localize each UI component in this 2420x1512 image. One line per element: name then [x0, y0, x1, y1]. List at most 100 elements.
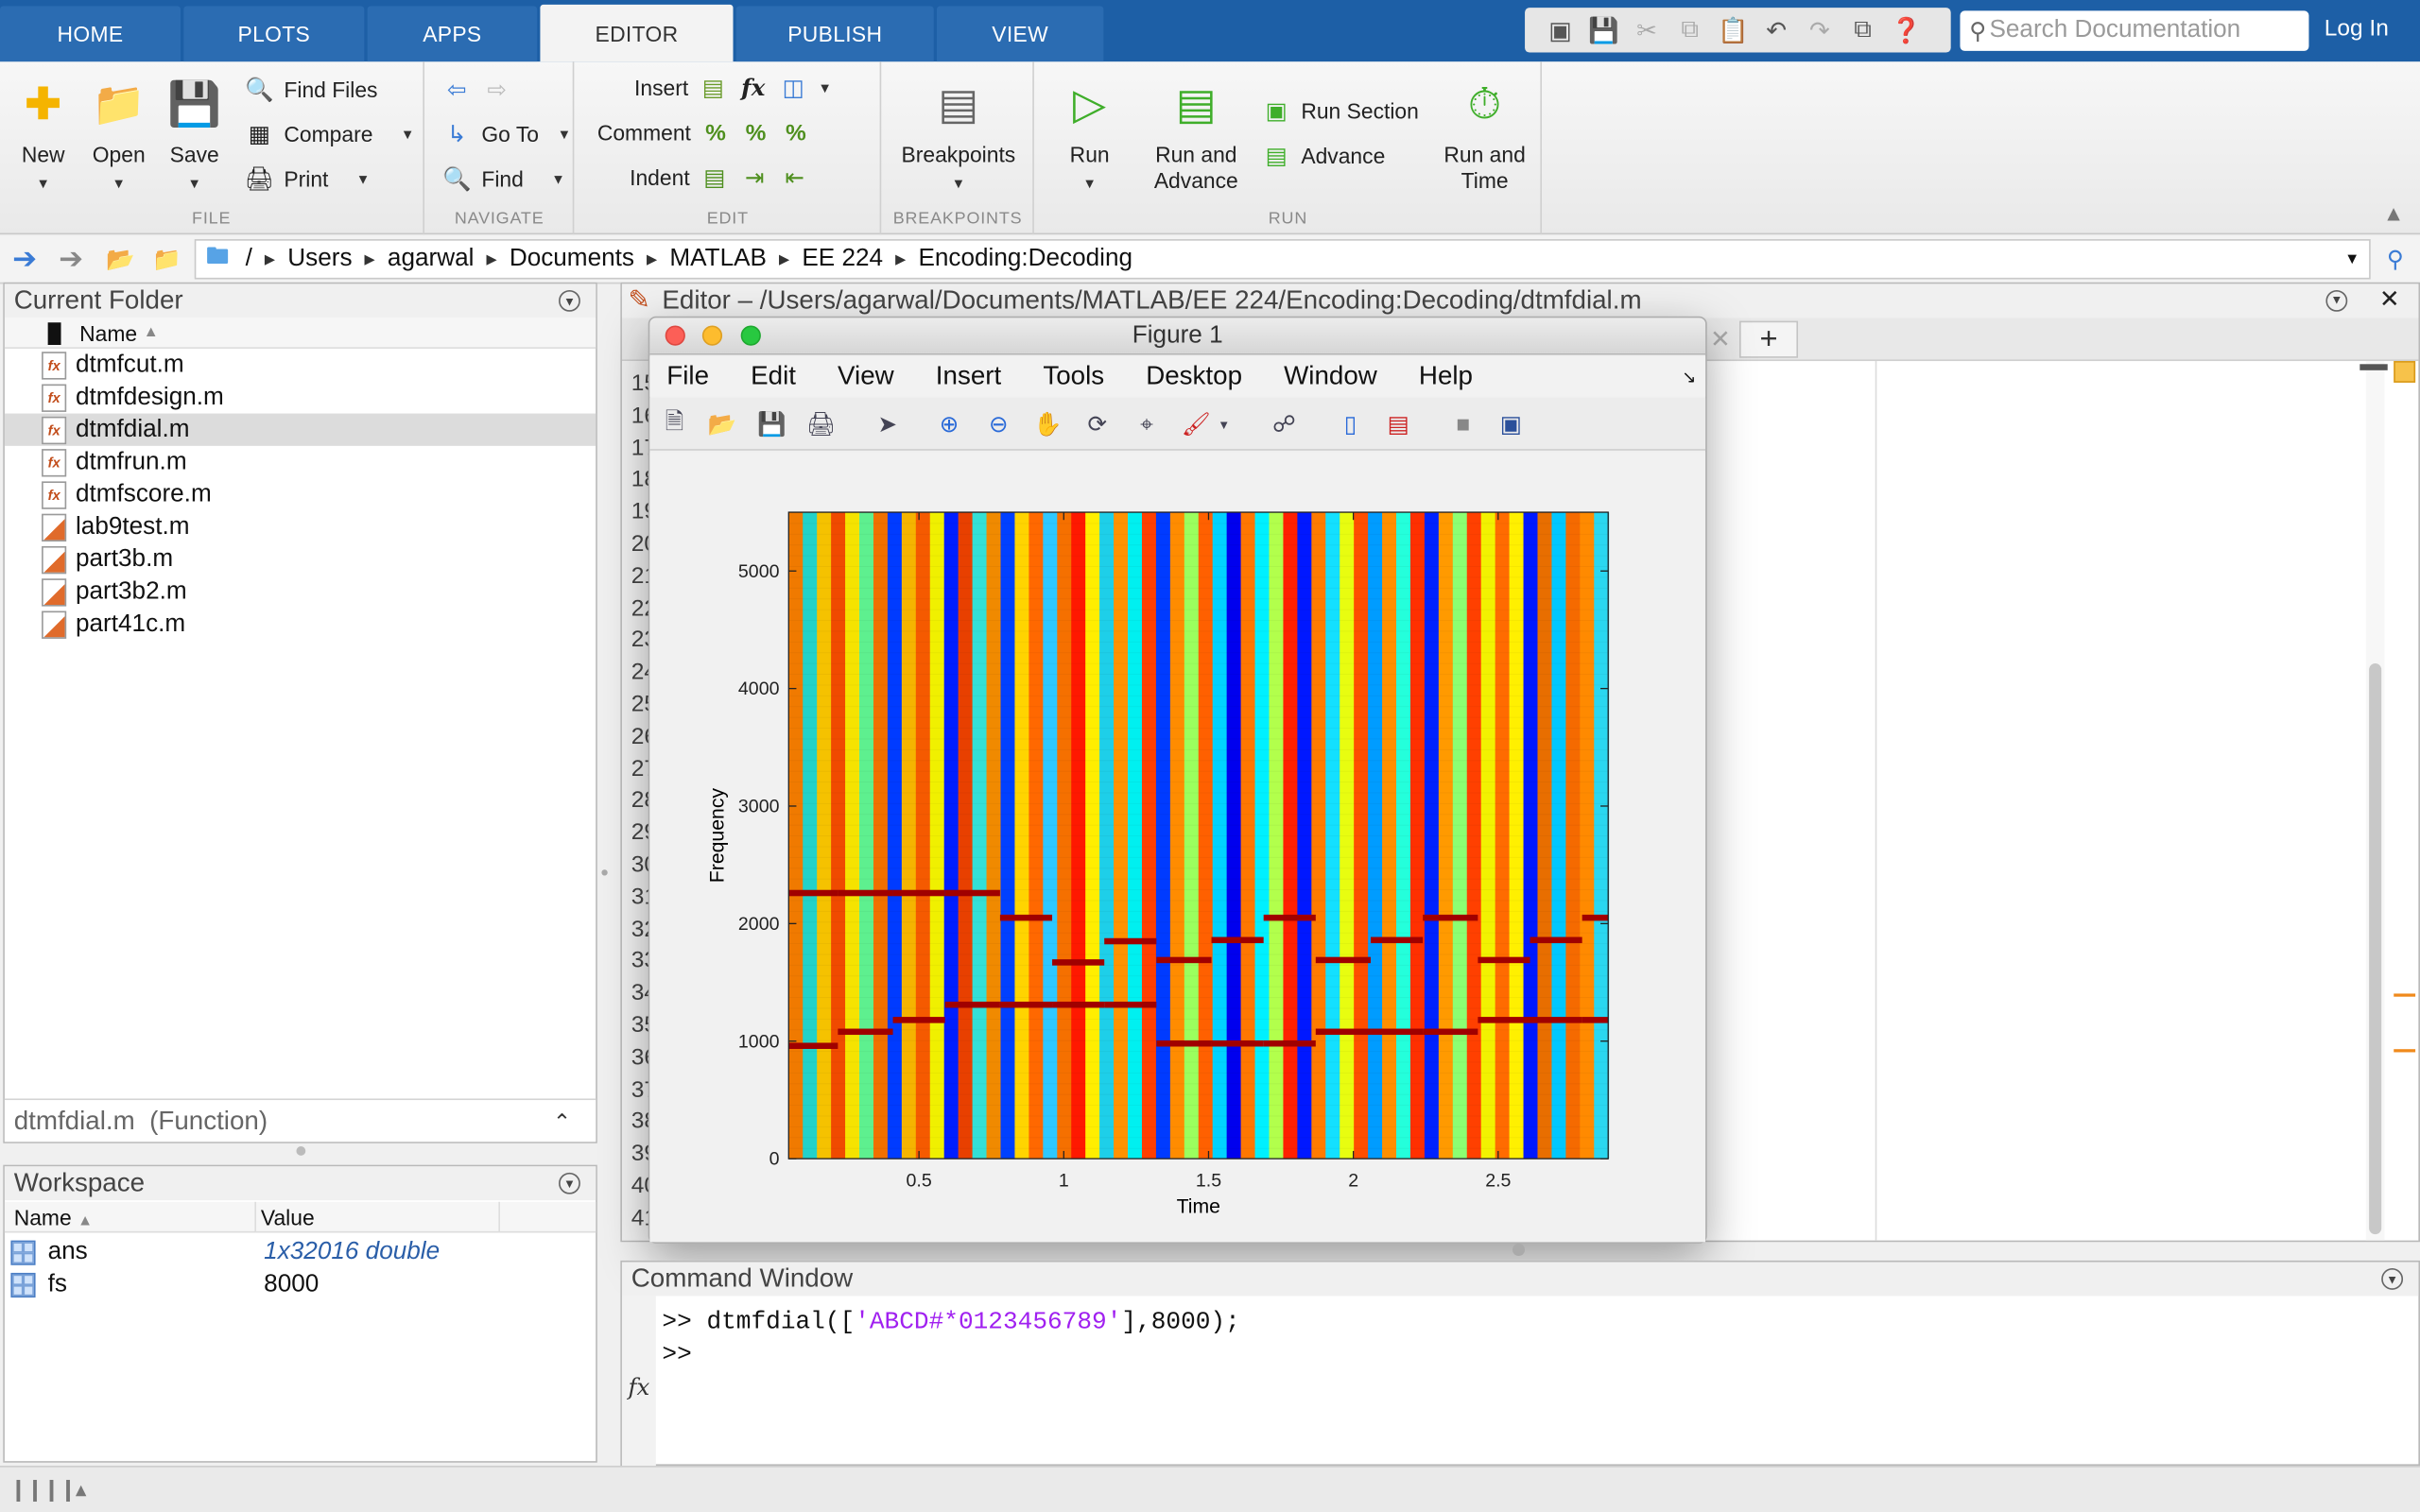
warning-marker[interactable] — [2394, 993, 2416, 997]
minimize-window-button[interactable] — [701, 325, 723, 346]
splitter-handle[interactable] — [1512, 1243, 1526, 1256]
workspace-variable-row[interactable]: fs 8000 — [10, 1268, 596, 1300]
comment-icon[interactable]: % — [705, 119, 726, 146]
insert-function-icon[interactable]: fx — [741, 74, 766, 102]
command-input-line[interactable]: >> — [662, 1341, 691, 1368]
breadcrumb-item[interactable]: Users — [287, 245, 353, 272]
file-list-item[interactable]: fx dtmfdial.m — [4, 413, 596, 446]
up-one-level-icon[interactable]: 📂 — [106, 247, 135, 273]
line-number[interactable]: 27 — [631, 755, 653, 782]
zoom-out-icon[interactable]: ⊖ — [989, 411, 1009, 438]
file-list-item[interactable]: fx dtmfcut.m — [5, 349, 596, 381]
figure-title-bar[interactable]: Figure 1 — [649, 318, 1706, 355]
menu-desktop[interactable]: Desktop — [1146, 361, 1243, 391]
new-tab-button[interactable]: + — [1738, 320, 1799, 358]
zoom-window-button[interactable] — [740, 325, 761, 346]
menu-window[interactable]: Window — [1284, 361, 1377, 391]
history-dropdown-icon[interactable]: ▼ — [2344, 250, 2360, 268]
advance-button[interactable]: ▤ Advance — [1261, 139, 1386, 173]
file-list-item[interactable]: part41c.m — [5, 608, 596, 640]
line-number[interactable]: 18 — [631, 466, 653, 493]
workspace-variable-row[interactable]: ans 1x32016 double — [10, 1236, 596, 1268]
search-documentation-input[interactable]: ⚲ Search Documentation — [1960, 10, 2309, 51]
status-grip-icon[interactable]: ❙❙❙❙▴ — [9, 1476, 87, 1502]
column-header[interactable]: █ Name ▲ — [4, 318, 596, 349]
file-list-item[interactable]: fx dtmfdesign.m — [5, 381, 596, 413]
open-button[interactable]: 📁 Open ▼ — [85, 77, 153, 198]
name-column-header[interactable]: Name ▲ — [14, 1205, 94, 1229]
new-button[interactable]: ✚ New ▼ — [9, 77, 78, 198]
breadcrumb-separator-icon[interactable]: ▶ — [486, 250, 497, 266]
tab-view[interactable]: VIEW — [937, 6, 1104, 62]
line-number[interactable]: 30 — [631, 851, 653, 878]
line-number[interactable]: 25 — [631, 691, 653, 718]
search-folder-icon[interactable]: ⚲ — [2386, 247, 2404, 273]
tab-home[interactable]: HOME — [0, 6, 182, 62]
tab-editor[interactable]: EDITOR — [540, 4, 734, 62]
smart-indent-icon[interactable]: ▤ — [703, 164, 726, 192]
line-number[interactable]: 32 — [631, 916, 653, 942]
save-icon[interactable]: 💾 — [1588, 17, 1619, 44]
link-plot-icon[interactable]: ☍ — [1271, 411, 1296, 438]
data-cursor-icon[interactable]: ⌖ — [1140, 411, 1153, 438]
uncomment-icon[interactable]: % — [745, 119, 767, 146]
back-icon[interactable]: ➔ — [12, 243, 38, 276]
find-button[interactable]: 🔍 Find ▼ — [441, 162, 565, 196]
copy-icon[interactable]: ⧉ — [1681, 16, 1700, 43]
breakpoints-button[interactable]: ▤ Breakpoints ▼ — [895, 77, 1022, 198]
dock-figure-icon[interactable]: ↘ — [1682, 368, 1697, 387]
brush-icon[interactable]: 🖌 — [1181, 411, 1211, 438]
line-number[interactable]: 33 — [631, 948, 653, 974]
line-number[interactable]: 16 — [631, 402, 653, 429]
menu-tools[interactable]: Tools — [1043, 361, 1105, 391]
increase-indent-icon[interactable]: ⇥ — [744, 164, 765, 192]
run-and-advance-button[interactable]: ▤ Run and Advance — [1147, 77, 1245, 195]
find-files-button[interactable]: 🔍 Find Files — [244, 73, 377, 107]
zoom-in-icon[interactable]: ⊕ — [939, 411, 959, 438]
collapse-toolstrip-icon[interactable]: ▲ — [2382, 200, 2405, 226]
insert-figure-icon[interactable]: ◫ — [782, 75, 804, 102]
line-number[interactable]: 22 — [631, 594, 653, 622]
editor-scrollbar[interactable] — [2365, 361, 2385, 1241]
colorbar-icon[interactable]: ▯ — [1343, 411, 1357, 438]
show-plot-tools-icon[interactable]: ▣ — [1499, 411, 1522, 438]
run-and-time-button[interactable]: ⏱ Run and Time — [1434, 77, 1536, 195]
close-editor-icon[interactable]: ✕ — [2378, 286, 2400, 314]
expand-details-icon[interactable]: ⌃ — [552, 1108, 572, 1134]
code-analyzer-warning-icon[interactable] — [2394, 361, 2416, 383]
line-number[interactable]: 26 — [631, 723, 653, 750]
breadcrumb-separator-icon[interactable]: ▶ — [779, 250, 790, 266]
menu-edit[interactable]: Edit — [751, 361, 796, 391]
value-column-header[interactable]: Value — [260, 1205, 315, 1230]
breadcrumb-item[interactable]: EE 224 — [802, 245, 884, 272]
breadcrumb-item[interactable]: Documents — [509, 245, 634, 272]
line-number[interactable]: 21 — [631, 562, 653, 590]
panel-actions-icon[interactable]: ▼ — [559, 289, 580, 312]
menu-insert[interactable]: Insert — [935, 361, 1002, 391]
line-number[interactable]: 39 — [631, 1140, 653, 1167]
breadcrumb-separator-icon[interactable]: ▶ — [895, 250, 907, 266]
panel-actions-icon[interactable]: ▼ — [559, 1172, 580, 1194]
decrease-indent-icon[interactable]: ⇤ — [785, 164, 804, 192]
line-number[interactable]: 38 — [631, 1108, 653, 1135]
line-number[interactable]: 40 — [631, 1172, 653, 1199]
print-button[interactable]: 🖨 Print ▼ — [244, 162, 371, 196]
panel-actions-icon[interactable]: ▼ — [2381, 1268, 2404, 1290]
browse-for-folder-icon[interactable]: 📁 — [152, 247, 182, 273]
close-window-button[interactable] — [665, 325, 685, 346]
function-browser-icon[interactable]: fx — [628, 1373, 650, 1401]
wrap-comments-icon[interactable]: % — [786, 119, 806, 146]
vertical-splitter-handle[interactable]: ● — [600, 864, 609, 880]
close-tab-icon[interactable]: ✕ — [1709, 327, 1731, 353]
run-section-button[interactable]: ▣ Run Section — [1261, 94, 1419, 129]
breadcrumb-separator-icon[interactable]: ▶ — [264, 250, 276, 266]
pan-icon[interactable]: ✋ — [1033, 411, 1063, 438]
breadcrumb-root[interactable]: / — [245, 245, 252, 272]
breadcrumb-separator-icon[interactable]: ▶ — [647, 250, 658, 266]
breadcrumb-item[interactable]: MATLAB — [669, 245, 767, 272]
line-number[interactable]: 23 — [631, 627, 653, 654]
file-list-item[interactable]: fx dtmfscore.m — [5, 478, 596, 510]
file-list-item[interactable]: part3b.m — [5, 543, 596, 576]
line-number[interactable]: 24 — [631, 659, 653, 686]
panel-actions-icon[interactable]: ▼ — [2325, 289, 2348, 312]
